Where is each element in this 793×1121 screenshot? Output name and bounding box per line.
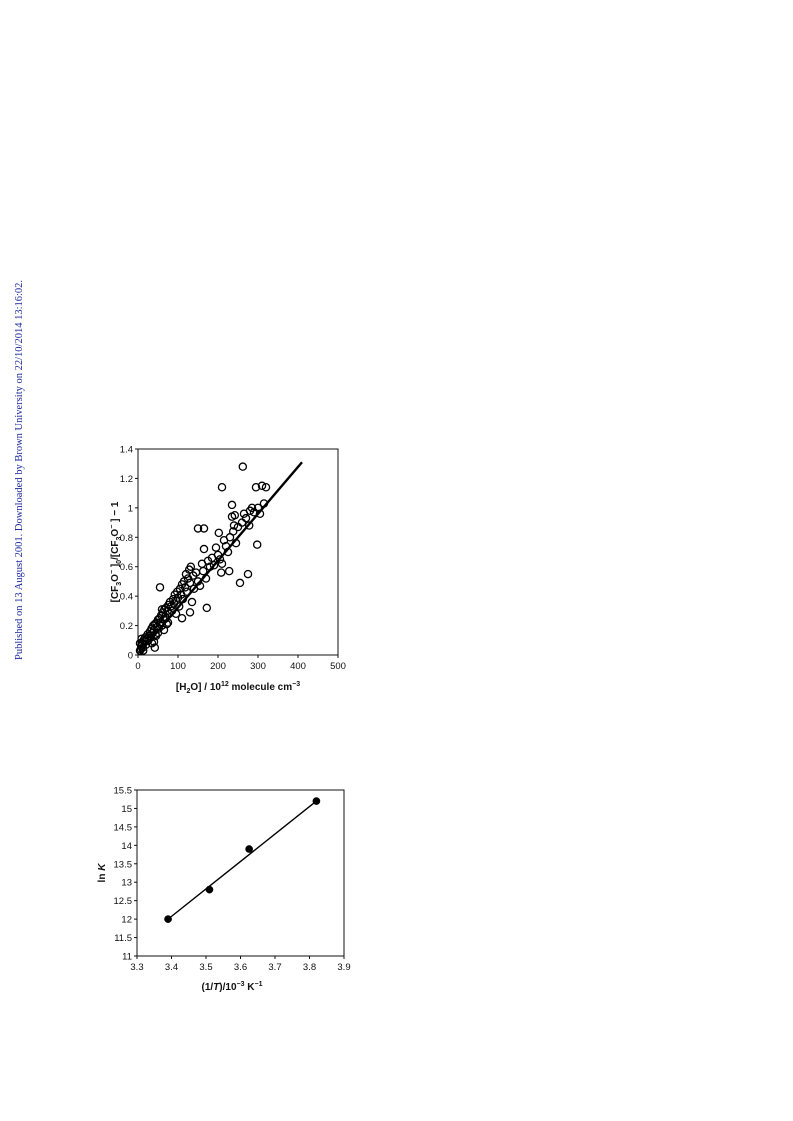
data-point <box>243 569 253 579</box>
y-tick-label: 13.5 <box>114 859 133 870</box>
x-tick-label: 400 <box>290 661 306 672</box>
chart-1-x-axis-label: [H2O] / 1012 molecule cm−3 <box>176 681 300 695</box>
data-point <box>198 566 208 576</box>
y-tick-label: 0 <box>128 651 133 662</box>
data-point <box>241 513 251 523</box>
x-tick-label: 0 <box>135 661 140 672</box>
y-tick-label: 14.5 <box>114 822 133 833</box>
data-point <box>245 845 253 853</box>
y-tick-label: 1.2 <box>120 474 133 485</box>
data-point <box>214 528 224 538</box>
x-tick-label: 3.3 <box>130 962 143 973</box>
data-point <box>185 608 195 617</box>
data-point <box>217 483 227 492</box>
data-point <box>155 583 165 592</box>
data-point <box>217 559 227 569</box>
y-tick-label: 11 <box>122 952 132 963</box>
y-tick-label: 1 <box>128 503 133 514</box>
x-tick-label: 3.4 <box>165 962 178 973</box>
x-tick-label: 3.5 <box>199 962 212 973</box>
chart-1-fit-line <box>139 461 303 653</box>
data-point <box>251 483 261 492</box>
data-point <box>186 562 196 571</box>
data-point <box>193 524 203 533</box>
data-point <box>237 518 247 527</box>
data-point <box>185 578 195 588</box>
y-tick-label: 15 <box>121 804 132 815</box>
y-tick-label: 0.2 <box>120 621 133 632</box>
data-point <box>244 521 254 530</box>
y-tick-label: 13 <box>121 878 132 889</box>
chart-1-y-axis-label: [CF3O− ]0/[CF3O− ] − 1 <box>109 501 123 602</box>
y-tick-label: 1.4 <box>120 445 133 456</box>
data-point <box>257 481 267 491</box>
data-point <box>137 634 146 644</box>
data-point <box>247 503 257 513</box>
data-point <box>202 603 212 613</box>
data-point <box>227 500 237 510</box>
data-point <box>238 462 248 471</box>
data-point <box>150 643 160 652</box>
data-point <box>174 602 184 611</box>
chart-2-points <box>164 797 321 923</box>
y-tick-label: 0.6 <box>120 562 133 573</box>
x-tick-label: 3.7 <box>268 962 281 973</box>
y-tick-label: 15.5 <box>114 786 133 797</box>
data-point <box>199 524 209 533</box>
data-point <box>149 637 159 647</box>
data-point <box>224 566 234 576</box>
chart-2-x-ticks: 3.3 3.4 3.5 3.6 3.7 3.8 3.9 <box>130 956 351 973</box>
data-point <box>261 483 271 492</box>
chart-2: 3.3 3.4 3.5 3.6 3.7 3.8 3.9 11 11.5 12 12.5 13 13.5… <box>97 786 351 994</box>
y-tick-label: 11.5 <box>114 933 132 944</box>
chart-1-y-ticks: 0 0.2 0.4 0.6 0.8 1 1.2 1.4 <box>120 445 138 662</box>
x-tick-label: 100 <box>170 661 186 672</box>
data-point <box>205 885 214 894</box>
data-point <box>229 521 239 530</box>
x-tick-label: 200 <box>210 661 226 672</box>
data-point <box>187 597 197 607</box>
data-point <box>199 544 209 554</box>
y-tick-label: 0.8 <box>120 533 133 544</box>
data-point <box>209 560 219 570</box>
chart-1-points <box>135 462 271 655</box>
chart-1: 0 100 200 300 400 500 0 0.2 0.4 0.6 0.8 1 1.2 1.4 [H… <box>109 445 346 696</box>
x-tick-label: 500 <box>330 661 346 672</box>
x-tick-label: 3.9 <box>337 962 350 973</box>
chart-2-x-axis-label: (1/T)/10−3 K−1 <box>202 981 263 993</box>
data-point <box>252 540 262 549</box>
chart-1-plot-frame <box>137 448 339 656</box>
x-tick-label: 3.6 <box>234 962 247 973</box>
data-point <box>164 915 172 923</box>
data-point <box>312 797 321 805</box>
data-point <box>175 584 185 594</box>
data-point <box>180 583 190 592</box>
y-tick-label: 0.4 <box>120 592 133 603</box>
chart-2-y-ticks: 11 11.5 12 12.5 13 13.5 14 14.5 15 15.5 <box>114 786 137 963</box>
data-point <box>228 527 238 536</box>
x-tick-label: 300 <box>250 661 266 672</box>
data-point <box>211 543 221 552</box>
chart-2-y-axis-label: ln K <box>97 863 108 883</box>
data-point <box>177 613 187 623</box>
y-tick-label: 14 <box>121 841 132 852</box>
y-tick-label: 12.5 <box>114 896 133 907</box>
data-point <box>227 512 237 521</box>
data-point <box>215 555 225 564</box>
chart-2-fit-line <box>167 800 317 920</box>
x-tick-label: 3.8 <box>303 962 316 973</box>
chart-1-x-ticks: 0 100 200 300 400 500 <box>135 655 346 672</box>
y-tick-label: 12 <box>121 915 132 926</box>
chart-2-plot-frame <box>136 789 345 957</box>
data-point <box>157 605 167 614</box>
data-point <box>235 578 245 588</box>
data-point <box>216 568 226 577</box>
